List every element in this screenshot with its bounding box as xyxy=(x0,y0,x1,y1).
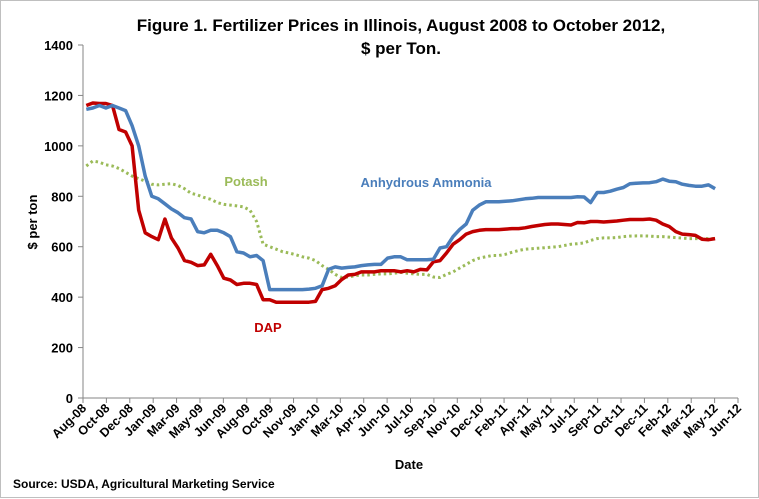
y-tick-label: 800 xyxy=(51,189,73,204)
chart-title-line-1: Figure 1. Fertilizer Prices in Illinois,… xyxy=(137,16,665,35)
y-tick-label: 1400 xyxy=(44,38,73,53)
y-tick-label: 1000 xyxy=(44,139,73,154)
chart-title-line-2: $ per Ton. xyxy=(361,39,441,58)
series-line-anhydrous-ammonia xyxy=(85,103,716,292)
y-tick-label: 200 xyxy=(51,341,73,356)
y-tick-label: 0 xyxy=(66,391,73,406)
x-axis-label: Date xyxy=(395,457,423,472)
series-label-anhydrous-ammonia: Anhydrous Ammonia xyxy=(361,175,493,190)
y-tick-label: 600 xyxy=(51,240,73,255)
series-label-dap: DAP xyxy=(254,320,282,335)
y-axis-label: $ per ton xyxy=(25,194,40,249)
plot-area: 0200400600800100012001400Aug-08Oct-08Dec… xyxy=(44,38,744,441)
series-line-dap xyxy=(85,101,716,304)
series-label-potash: Potash xyxy=(224,174,267,189)
y-tick-label: 400 xyxy=(51,290,73,305)
y-tick-label: 1200 xyxy=(44,88,73,103)
source-note: Source: USDA, Agricultural Marketing Ser… xyxy=(13,477,275,491)
